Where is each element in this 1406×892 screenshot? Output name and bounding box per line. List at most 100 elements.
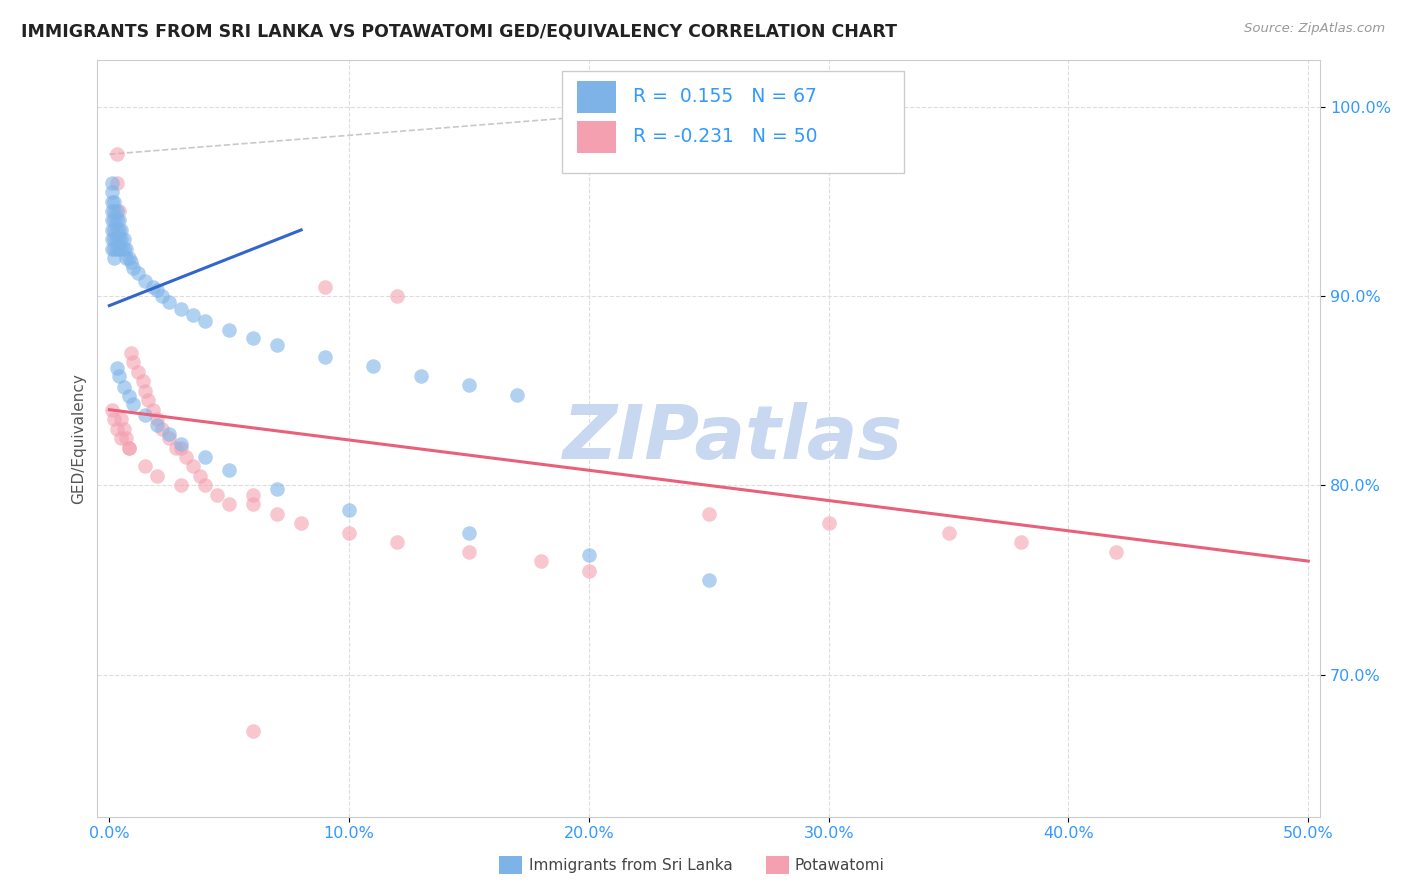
Point [108,232,131,246]
Point [194,450,217,464]
Point [117,252,139,266]
Text: IMMIGRANTS FROM SRI LANKA VS POTAWATOMI GED/EQUIVALENCY CORRELATION CHART: IMMIGRANTS FROM SRI LANKA VS POTAWATOMI … [21,22,897,40]
Point [938,525,960,540]
Point [105,242,128,256]
Point [108,223,131,237]
Point [157,427,180,442]
Point [697,573,720,587]
FancyBboxPatch shape [576,121,616,153]
Point [242,331,264,345]
Point [506,387,529,401]
Point [170,478,193,492]
Text: R = -0.231   N = 50: R = -0.231 N = 50 [633,128,817,146]
Point [100,185,122,199]
Point [266,482,288,496]
Point [110,223,132,237]
Point [105,204,128,219]
Point [181,459,204,474]
Point [122,397,145,411]
Point [103,232,125,246]
Point [115,242,138,256]
Point [100,402,122,417]
Point [157,431,180,445]
Point [100,176,122,190]
Point [361,359,384,374]
Point [112,232,135,246]
Point [105,213,128,227]
Point [100,204,122,219]
Point [314,279,336,293]
Point [105,422,128,436]
Point [194,314,217,328]
Point [122,260,145,275]
Point [103,213,125,227]
Point [290,516,312,531]
Point [100,232,122,246]
Point [117,389,139,403]
Point [578,564,600,578]
Point [112,422,135,436]
Point [207,488,229,502]
Point [146,412,169,426]
Point [103,412,125,426]
Point [170,437,193,451]
Point [218,497,240,511]
Y-axis label: GED/Equivalency: GED/Equivalency [72,373,86,504]
Point [112,380,135,394]
Point [157,294,180,309]
Point [170,441,193,455]
Point [409,368,432,383]
Point [100,223,122,237]
Point [132,374,155,388]
Point [337,503,360,517]
Point [314,350,336,364]
Point [110,242,132,256]
Point [174,450,197,464]
Point [194,478,217,492]
Point [266,507,288,521]
Point [127,365,149,379]
Point [105,176,128,190]
Point [108,242,131,256]
Point [105,223,128,237]
Point [100,213,122,227]
Text: Source: ZipAtlas.com: Source: ZipAtlas.com [1244,22,1385,36]
Point [100,194,122,209]
Point [150,289,173,303]
FancyBboxPatch shape [576,81,616,112]
Point [1010,535,1032,549]
Point [134,459,156,474]
Point [108,213,131,227]
Point [103,204,125,219]
Point [103,242,125,256]
Text: Potawatomi: Potawatomi [794,858,884,872]
Point [146,417,169,432]
Point [105,232,128,246]
Text: ZIPatlas: ZIPatlas [564,401,903,475]
Point [112,242,135,256]
Point [120,346,142,360]
Point [166,441,188,455]
Point [127,267,149,281]
Point [115,252,138,266]
Point [110,431,132,445]
Point [242,488,264,502]
Point [105,361,128,376]
Point [181,308,204,322]
Point [697,507,720,521]
Point [110,232,132,246]
Point [458,525,481,540]
Point [136,393,159,408]
Point [134,409,156,423]
Point [134,384,156,398]
Point [218,463,240,477]
Point [103,194,125,209]
Point [105,147,128,161]
Point [458,378,481,392]
Point [578,549,600,563]
Point [120,255,142,269]
Point [458,544,481,558]
Point [242,497,264,511]
Point [146,469,169,483]
Point [170,302,193,317]
